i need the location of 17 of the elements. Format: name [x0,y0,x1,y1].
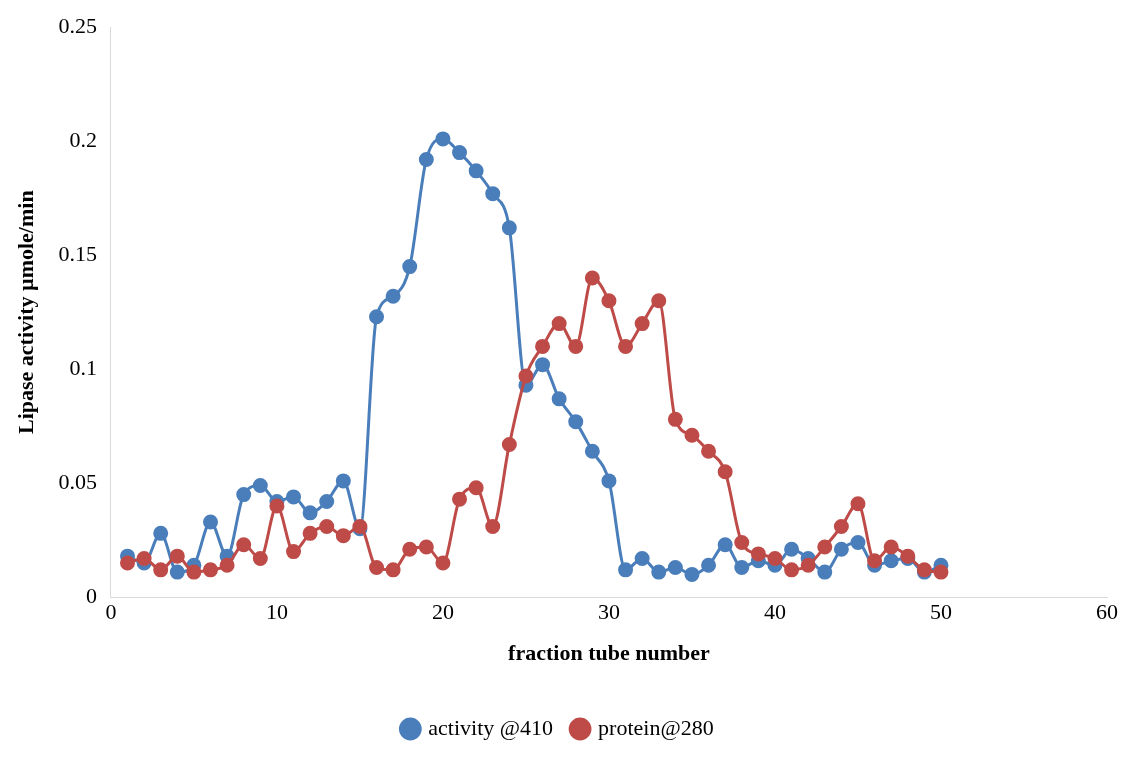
legend-label: protein@280 [598,714,714,740]
y-tick-label: 0.2 [69,126,97,152]
x-axis-title: fraction tube number [508,640,711,666]
x-tick-label: 30 [597,599,620,625]
legend-label: activity @410 [428,714,554,740]
y-tick-label: 0 [85,582,97,608]
x-tick-label: 20 [431,599,454,625]
x-tick-label: 10 [265,599,288,625]
y-axis-title: Lipase activity µmole/min [12,190,38,435]
x-tick-label: 40 [763,599,786,625]
y-tick-label: 0.1 [69,354,97,380]
y-tick-label: 0.15 [58,240,97,266]
y-tick-label: 0.05 [58,468,97,494]
x-tick-label: 0 [105,599,117,625]
y-tick-label: 0.25 [58,12,97,38]
x-tick-label: 50 [929,599,952,625]
x-tick-label: 60 [1096,599,1118,625]
